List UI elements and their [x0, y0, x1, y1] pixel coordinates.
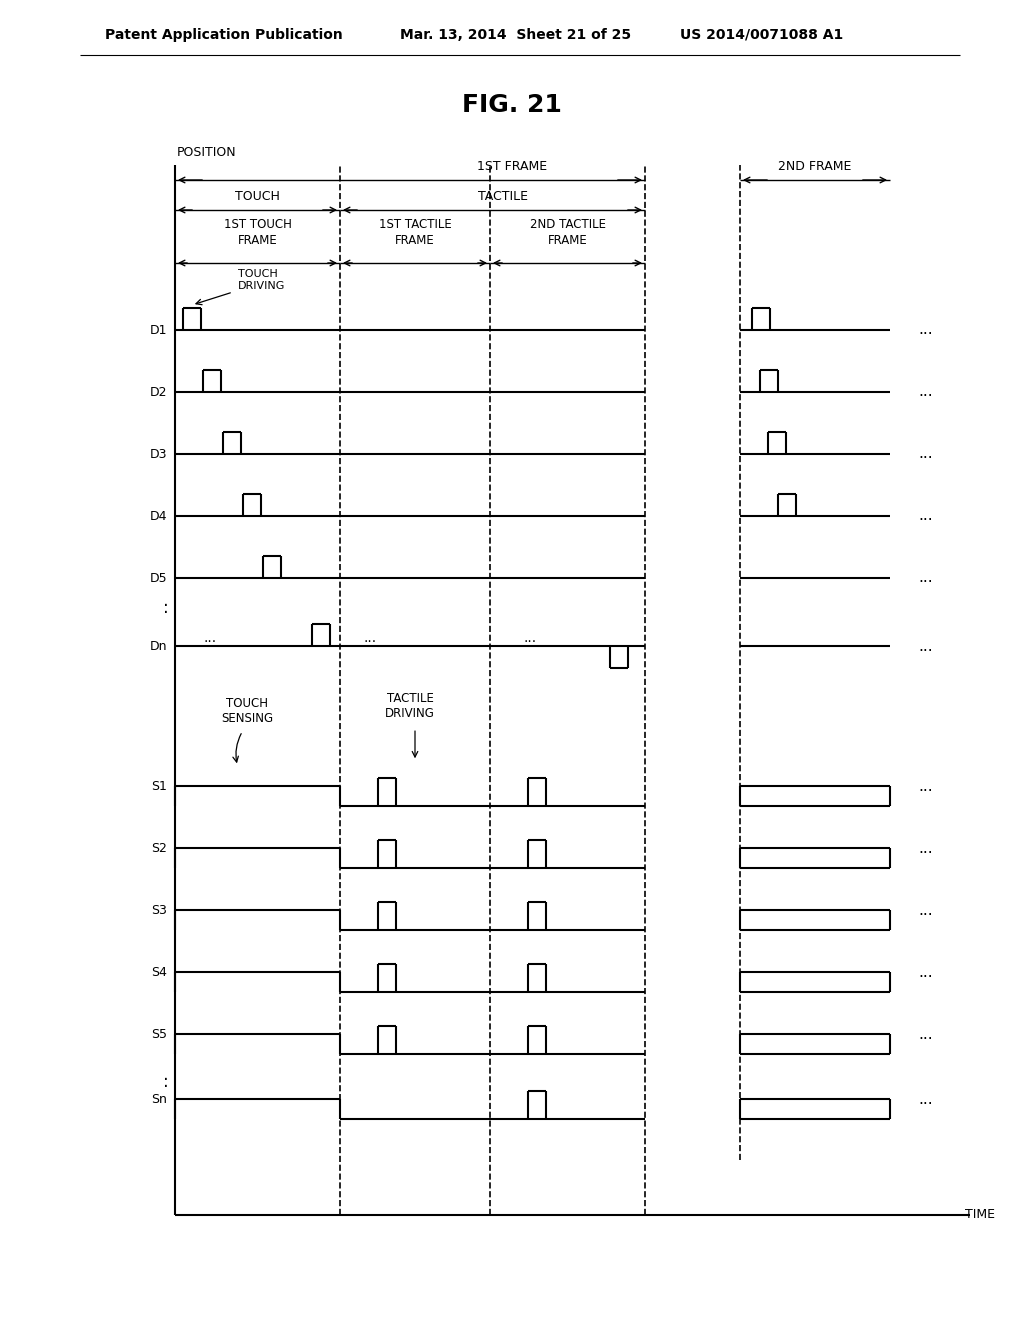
- Text: ...: ...: [918, 841, 933, 855]
- Text: S2: S2: [152, 842, 167, 855]
- Text: ...: ...: [918, 1027, 933, 1041]
- Text: D2: D2: [150, 385, 167, 399]
- Text: S4: S4: [152, 966, 167, 978]
- Text: Sn: Sn: [152, 1093, 167, 1106]
- Text: ...: ...: [918, 1092, 933, 1106]
- Text: 2ND FRAME: 2ND FRAME: [778, 160, 852, 173]
- Text: ...: ...: [918, 508, 933, 524]
- Text: :: :: [163, 1073, 169, 1092]
- Text: ...: ...: [918, 322, 933, 338]
- Text: D1: D1: [150, 323, 167, 337]
- Text: 1ST TOUCH
FRAME: 1ST TOUCH FRAME: [223, 219, 292, 248]
- Text: FIG. 21: FIG. 21: [462, 92, 562, 117]
- Text: US 2014/0071088 A1: US 2014/0071088 A1: [680, 28, 843, 42]
- Text: D3: D3: [150, 447, 167, 461]
- Text: 1ST FRAME: 1ST FRAME: [477, 160, 548, 173]
- Text: ...: ...: [918, 639, 933, 653]
- Text: 1ST TACTILE
FRAME: 1ST TACTILE FRAME: [379, 219, 452, 248]
- Text: TACTILE
DRIVING: TACTILE DRIVING: [385, 692, 435, 721]
- Text: TOUCH
DRIVING: TOUCH DRIVING: [238, 269, 286, 290]
- Text: ...: ...: [918, 446, 933, 462]
- Text: TOUCH: TOUCH: [236, 190, 280, 203]
- Text: ...: ...: [918, 965, 933, 979]
- Text: Mar. 13, 2014  Sheet 21 of 25: Mar. 13, 2014 Sheet 21 of 25: [400, 28, 631, 42]
- Text: ...: ...: [523, 631, 537, 645]
- Text: Dn: Dn: [150, 640, 167, 652]
- Text: ...: ...: [364, 631, 377, 645]
- Text: TIME: TIME: [965, 1209, 995, 1221]
- Text: POSITION: POSITION: [177, 147, 237, 160]
- Text: TACTILE: TACTILE: [477, 190, 527, 203]
- Text: S1: S1: [152, 780, 167, 793]
- Text: D5: D5: [150, 572, 167, 585]
- Text: ...: ...: [918, 779, 933, 793]
- Text: :: :: [163, 599, 169, 616]
- Text: S5: S5: [151, 1028, 167, 1040]
- Text: 2ND TACTILE
FRAME: 2ND TACTILE FRAME: [529, 219, 605, 248]
- Text: Patent Application Publication: Patent Application Publication: [105, 28, 343, 42]
- Text: ...: ...: [204, 631, 216, 645]
- Text: ...: ...: [918, 384, 933, 400]
- Text: TOUCH
SENSING: TOUCH SENSING: [221, 697, 273, 725]
- Text: ...: ...: [918, 570, 933, 586]
- Text: D4: D4: [150, 510, 167, 523]
- Text: ...: ...: [918, 903, 933, 917]
- Text: S3: S3: [152, 904, 167, 916]
